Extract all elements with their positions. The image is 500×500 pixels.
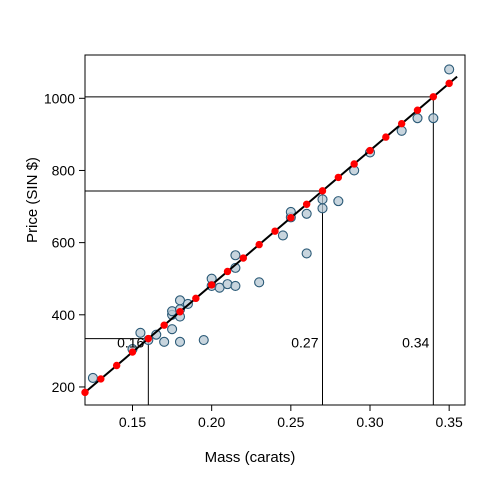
fit-marker — [113, 362, 119, 368]
fit-marker — [335, 174, 341, 180]
fit-marker — [224, 268, 230, 274]
scatter-point — [231, 281, 240, 290]
y-tick-label: 200 — [52, 379, 76, 395]
fit-marker — [161, 322, 167, 328]
y-tick-label: 1000 — [44, 90, 75, 106]
fit-marker — [82, 389, 88, 395]
x-tick-label: 0.35 — [436, 414, 463, 430]
scatter-point — [176, 337, 185, 346]
fit-marker — [398, 120, 404, 126]
fit-marker — [177, 309, 183, 315]
fit-marker — [383, 134, 389, 140]
x-tick-label: 0.30 — [356, 414, 383, 430]
scatter-point — [231, 251, 240, 260]
reference-label: 0.16 — [117, 334, 144, 350]
scatter-point — [318, 204, 327, 213]
scatter-point — [255, 278, 264, 287]
scatter-point — [199, 336, 208, 345]
fit-marker — [193, 295, 199, 301]
fit-marker — [367, 147, 373, 153]
x-tick-label: 0.15 — [119, 414, 146, 430]
fit-marker — [256, 241, 262, 247]
scatter-point — [168, 325, 177, 334]
scatter-point — [413, 114, 422, 123]
fit-marker — [145, 335, 151, 341]
chart-container: 0.15 0.20 0.25 0.30 0.35 200 400 600 800 1000 0.16… — [0, 0, 500, 500]
scatter-point — [160, 337, 169, 346]
fit-marker — [351, 161, 357, 167]
y-tick-label: 400 — [52, 307, 76, 323]
reference-label: 0.34 — [402, 334, 429, 350]
scatter-point — [302, 249, 311, 258]
fit-marker — [288, 215, 294, 221]
fit-marker — [414, 107, 420, 113]
scatter-point — [318, 195, 327, 204]
scatter-point — [429, 114, 438, 123]
y-tick-label: 800 — [52, 162, 76, 178]
fit-marker — [446, 80, 452, 86]
scatter-point — [278, 231, 287, 240]
fit-marker — [98, 376, 104, 382]
scatter-chart: 0.15 0.20 0.25 0.30 0.35 200 400 600 800 1000 0.16… — [0, 0, 500, 500]
scatter-point — [334, 197, 343, 206]
fit-marker — [303, 201, 309, 207]
x-tick-label: 0.20 — [198, 414, 225, 430]
y-axis-label: Price (SIN $) — [24, 100, 41, 300]
x-axis-label: Mass (carats) — [0, 449, 500, 466]
fit-marker — [430, 94, 436, 100]
fit-marker — [272, 228, 278, 234]
fit-marker — [240, 255, 246, 261]
fit-marker — [319, 188, 325, 194]
scatter-point — [445, 65, 454, 74]
scatter-point — [302, 209, 311, 218]
y-tick-label: 600 — [52, 235, 76, 251]
reference-label: 0.27 — [291, 334, 318, 350]
fit-marker — [208, 282, 214, 288]
scatter-point — [88, 373, 97, 382]
x-tick-label: 0.25 — [277, 414, 304, 430]
